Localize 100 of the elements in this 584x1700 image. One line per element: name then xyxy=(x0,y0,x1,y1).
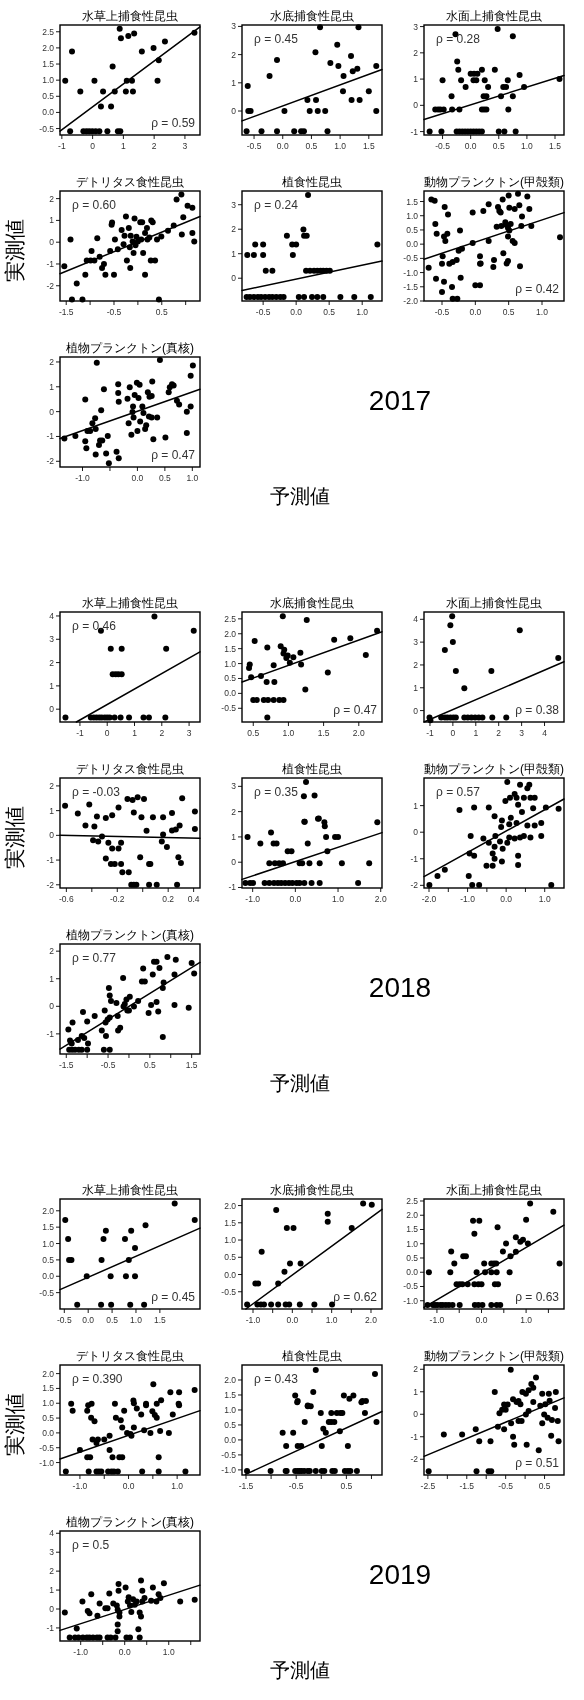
annotation: ρ = 0.38 xyxy=(515,703,560,717)
chart-title: 動物プランクトン(甲殻類) xyxy=(424,1349,564,1363)
y-tick-label: 0.0 xyxy=(42,1271,55,1282)
chart-title: 水底捕食性昆虫 xyxy=(270,1183,354,1197)
y-tick-label: 3 xyxy=(231,21,237,32)
chart-title: 植食性昆虫 xyxy=(282,1349,342,1363)
x-tick-label: -0.5 xyxy=(435,141,451,151)
y-tick-label: 1.5 xyxy=(42,1222,55,1233)
y-tick-label: 3 xyxy=(413,21,419,32)
annotation: ρ = 0.62 xyxy=(333,1290,378,1304)
y-tick-label: -0.5 xyxy=(221,1286,237,1297)
y-tick-label: 1 xyxy=(413,682,419,693)
x-tick-label: 2.0 xyxy=(352,728,365,738)
annotation: ρ = 0.59 xyxy=(151,116,196,130)
y-tick-label: 1.5 xyxy=(406,1224,419,1235)
annotation: ρ = 0.45 xyxy=(254,32,299,46)
chart-title: 植物プランクトン(真核) xyxy=(66,928,194,942)
x-tick-label: 1.0 xyxy=(356,307,369,317)
x-tick-label: 0.5 xyxy=(106,1315,119,1325)
y-tick-label: -1 xyxy=(46,1028,55,1039)
x-tick-label: 3 xyxy=(519,728,525,738)
y-tick-label: 2 xyxy=(231,49,237,60)
y-tick-label: -1 xyxy=(228,882,237,893)
y-tick-label: 0.5 xyxy=(224,1252,237,1263)
x-tick-label: -1.5 xyxy=(459,1481,475,1491)
y-tick-label: 0.5 xyxy=(42,91,55,102)
y-tick-label: -0.5 xyxy=(221,1449,237,1460)
y-tick-label: -0.5 xyxy=(39,1442,55,1453)
chart-title: 水底捕食性昆虫 xyxy=(270,9,354,23)
y-tick-label: 1.0 xyxy=(406,1238,419,1249)
y-tick-label: 0.0 xyxy=(42,107,55,118)
x-tick-label: 1.0 xyxy=(171,1481,184,1491)
y-tick-label: 2 xyxy=(231,224,237,235)
annotation: ρ = 0.45 xyxy=(151,1290,196,1304)
x-tick-label: 0.5 xyxy=(340,1481,353,1491)
x-tick-label: 0.0 xyxy=(82,1315,95,1325)
chart-title: 水面上捕食性昆虫 xyxy=(446,1183,542,1197)
annotation: ρ = 0.47 xyxy=(151,448,196,462)
y-tick-label: -1.0 xyxy=(403,1295,419,1306)
x-tick-label: 1.5 xyxy=(185,1060,198,1070)
y-tick-label: 0.0 xyxy=(42,1427,55,1438)
y-tick-label: 3 xyxy=(49,634,55,645)
x-tick-label: -1.5 xyxy=(58,307,74,317)
y-tick-label: 2.0 xyxy=(406,1210,419,1221)
annotation: ρ = 0.43 xyxy=(254,1372,299,1386)
x-tick-label: 0.5 xyxy=(158,473,172,483)
y-tick-label: 0.0 xyxy=(406,1267,419,1278)
y-tick-label: 0 xyxy=(231,273,237,284)
y-tick-label: 0 xyxy=(49,237,55,248)
x-tick-label: 1.0 xyxy=(332,894,345,904)
x-tick-label: -0.5 xyxy=(434,307,450,317)
annotation: ρ = 0.24 xyxy=(254,198,299,212)
x-tick-label: 1.0 xyxy=(536,307,549,317)
y-tick-label: 0 xyxy=(231,106,237,117)
chart-title: 植食性昆虫 xyxy=(282,175,342,189)
y-tick-label: -1 xyxy=(410,853,419,864)
y-tick-label: 1 xyxy=(231,77,237,88)
x-tick-label: 0.0 xyxy=(286,1315,299,1325)
y-tick-label: 2 xyxy=(49,193,55,204)
annotation: ρ = 0.46 xyxy=(72,619,117,633)
x-tick-label: -1.0 xyxy=(245,1315,261,1325)
y-tick-label: 0.5 xyxy=(224,673,237,684)
x-tick-label: 2 xyxy=(159,728,165,738)
x-tick-label: 2 xyxy=(496,728,502,738)
x-tick-label: 0 xyxy=(450,728,456,738)
y-tick-label: -1 xyxy=(46,258,55,269)
x-tick-label: 1.0 xyxy=(162,1647,175,1657)
x-tick-label: -1.0 xyxy=(245,894,261,904)
y-tick-label: 0 xyxy=(49,704,55,715)
x-tick-label: -1.0 xyxy=(72,1481,88,1491)
x-tick-label: -2.0 xyxy=(421,894,437,904)
y-tick-label: 1 xyxy=(49,381,55,392)
y-tick-label: 1 xyxy=(49,973,55,984)
x-tick-label: 1.5 xyxy=(549,141,562,151)
x-tick-label: -1.5 xyxy=(238,1481,254,1491)
annotation: ρ = 0.77 xyxy=(72,951,117,965)
chart-title: デトリタス食性昆虫 xyxy=(76,175,184,189)
text: 予測値 xyxy=(270,1072,330,1094)
chart-title: 植食性昆虫 xyxy=(282,762,342,776)
y-tick-label: 2 xyxy=(413,47,419,58)
y-tick-label: -0.5 xyxy=(403,253,419,264)
y-tick-label: 2 xyxy=(49,356,55,367)
x-tick-label: 1.0 xyxy=(282,728,295,738)
x-tick-label: -1.0 xyxy=(460,894,476,904)
x-tick-label: 0.5 xyxy=(155,307,168,317)
text: 2018 xyxy=(368,972,432,1003)
y-tick-label: 0.5 xyxy=(406,224,419,235)
x-tick-label: 0.5 xyxy=(323,307,336,317)
y-tick-label: 2.0 xyxy=(42,1368,55,1379)
y-tick-label: 0.0 xyxy=(224,1269,237,1280)
text: 実測値 xyxy=(3,1392,26,1456)
y-tick-label: 1.5 xyxy=(42,59,55,70)
y-tick-label: 0.5 xyxy=(224,1419,237,1430)
chart-title: 動物プランクトン(甲殻類) xyxy=(424,175,564,189)
y-tick-label: 1.0 xyxy=(224,1235,237,1246)
x-tick-label: 4 xyxy=(542,728,548,738)
y-tick-label: 1 xyxy=(413,1386,419,1397)
x-tick-label: 2.0 xyxy=(365,1315,378,1325)
y-tick-label: 1.5 xyxy=(224,643,237,654)
x-tick-label: 0.5 xyxy=(305,141,318,151)
